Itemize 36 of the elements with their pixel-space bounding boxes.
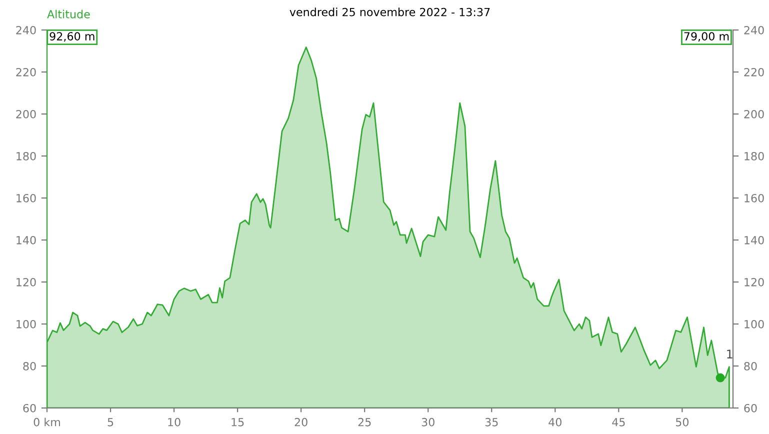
y-tick-label: 80 — [23, 362, 36, 370]
annotation: 1 — [727, 350, 732, 358]
y-tick-label: 160 — [16, 194, 36, 202]
y-tick-label: 120 — [16, 278, 36, 286]
y2-tick-label: 100 — [744, 320, 764, 328]
y-axis-title: Altitude — [47, 10, 90, 18]
x-tick-label: 5 — [108, 418, 114, 426]
y-tick-label: 140 — [16, 236, 36, 244]
y2-tick-label: 60 — [744, 404, 757, 412]
x-tick-label: 0 km — [34, 418, 60, 426]
x-tick-label: 20 — [294, 418, 308, 426]
y2-tick-label: 80 — [744, 362, 757, 370]
y2-tick-label: 200 — [744, 110, 764, 118]
x-tick-label: 50 — [676, 418, 689, 426]
x-tick-label: 45 — [612, 418, 625, 426]
x-tick-label: 40 — [548, 418, 562, 426]
y2-tick-label: 140 — [744, 236, 764, 244]
y-tick-label: 100 — [16, 320, 36, 328]
annotation: 92,60 m — [50, 32, 94, 42]
x-tick-label: 10 — [168, 418, 180, 426]
y2-tick-label: 120 — [744, 278, 764, 286]
y-tick-label: 200 — [16, 110, 36, 118]
x-tick-label: 30 — [422, 418, 434, 426]
y2-tick-label: 160 — [744, 194, 764, 202]
chart-title: vendredi 25 novembre 2022 - 13:37 — [290, 8, 490, 16]
y-tick-label: 180 — [16, 152, 36, 160]
y-tick-label: 240 — [16, 26, 36, 34]
y-tick-label: 220 — [16, 68, 36, 76]
x-tick-label: 15 — [232, 418, 244, 426]
y2-tick-label: 220 — [744, 68, 764, 76]
annotation: 79,00 m — [684, 32, 729, 42]
y2-tick-label: 240 — [744, 26, 764, 34]
x-tick-label: 35 — [485, 418, 498, 426]
y2-tick-label: 180 — [744, 152, 764, 160]
x-tick-label: 25 — [358, 418, 371, 426]
y-tick-label: 60 — [23, 404, 36, 412]
